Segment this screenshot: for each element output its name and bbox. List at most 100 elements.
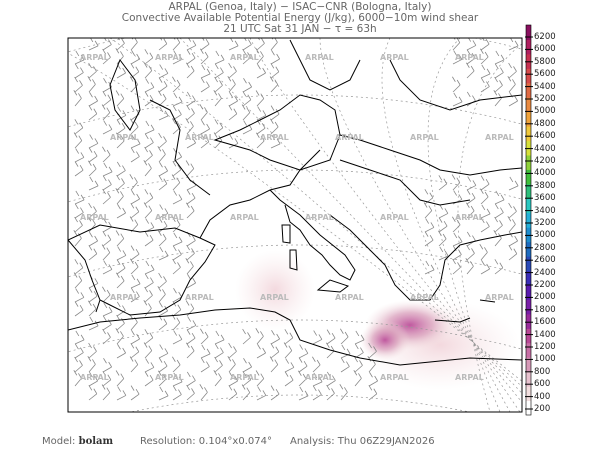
wind-barb	[101, 244, 111, 261]
wind-barb	[102, 120, 113, 135]
wind-barb	[200, 48, 209, 65]
wind-barb	[508, 38, 519, 51]
watermark-text: ARPAL	[155, 53, 184, 62]
wind-barb	[255, 48, 264, 65]
wind-barb	[116, 161, 126, 177]
colorbar-tick-label: 4400	[534, 143, 556, 154]
wind-barb	[88, 105, 98, 121]
wind-barb	[269, 356, 279, 373]
wind-barb	[102, 146, 111, 163]
watermark-text: ARPAL	[410, 133, 439, 142]
wind-barb	[466, 189, 476, 205]
watermark-text: ARPAL	[305, 213, 334, 222]
wind-barb	[102, 188, 111, 205]
wind-barb	[130, 258, 139, 275]
wind-barb	[200, 120, 210, 135]
wind-barb	[158, 162, 168, 177]
colorbar-swatch	[526, 97, 531, 113]
coastlines-borders	[68, 39, 522, 366]
wind-barb	[228, 372, 238, 387]
meridian	[109, 38, 522, 387]
header-institutions: ARPAL (Genoa, Italy) − ISAC−CNR (Bologna…	[168, 1, 432, 13]
wind-barb	[88, 202, 97, 219]
watermark-text: ARPAL	[230, 373, 259, 382]
wind-barb	[130, 343, 140, 359]
wind-barb	[73, 90, 82, 107]
wind-barb	[172, 385, 182, 401]
wind-barb	[508, 62, 517, 79]
wind-barb	[228, 62, 237, 79]
wind-barb	[102, 260, 113, 275]
model-info: Model: bolam	[42, 436, 113, 447]
wind-barb	[186, 189, 196, 205]
wind-barb	[172, 148, 182, 163]
watermark-text: ARPAL	[455, 213, 484, 222]
wind-barb	[465, 258, 474, 275]
meridian	[457, 43, 522, 412]
wind-barb	[466, 231, 476, 247]
wind-barb	[339, 384, 348, 401]
wind-barb	[158, 302, 168, 317]
wind-barb	[256, 386, 267, 401]
wind-barb	[186, 342, 195, 359]
wind-barb	[508, 202, 517, 219]
wind-barb	[466, 49, 476, 65]
watermark-text: ARPAL	[155, 373, 184, 382]
wind-barb	[172, 232, 183, 247]
wind-barb	[115, 328, 124, 345]
wind-barb	[144, 120, 155, 135]
wind-barb	[172, 372, 183, 387]
wind-barb	[256, 119, 266, 135]
wind-barb	[130, 38, 138, 51]
wind-barb	[129, 174, 138, 191]
wind-barb	[129, 216, 139, 233]
wind-barb	[73, 132, 83, 149]
wind-barb	[130, 105, 140, 121]
watermark-text: ARPAL	[230, 53, 259, 62]
wind-barb	[200, 357, 210, 373]
colorbar-swatch	[526, 227, 531, 243]
wind-barb	[158, 272, 167, 289]
wind-barb	[242, 358, 252, 373]
watermark-text: ARPAL	[155, 213, 184, 222]
wind-barb	[74, 161, 84, 177]
wind-barb	[256, 106, 267, 121]
wind-barb	[88, 38, 99, 51]
colorbar	[525, 24, 533, 416]
wind-barb	[186, 316, 197, 331]
wind-barb	[87, 76, 96, 93]
wind-barb	[116, 386, 127, 401]
wind-barb	[88, 160, 97, 177]
wind-barb	[452, 216, 461, 233]
colorbar-swatch	[526, 299, 531, 315]
wind-barb	[186, 244, 195, 261]
colorbar-tick-label: 2000	[534, 292, 556, 303]
wind-barb	[368, 372, 378, 387]
wind-barb	[144, 49, 154, 65]
colorbar-swatch	[526, 256, 531, 272]
wind-barb	[480, 188, 489, 205]
wind-barb	[158, 204, 169, 219]
colorbar-swatch	[526, 313, 531, 329]
colorbar-tick-label: 4000	[534, 168, 556, 179]
model-name: bolam	[78, 436, 114, 447]
wind-barb	[185, 300, 195, 317]
wind-barb	[116, 204, 126, 219]
wind-barb	[116, 344, 126, 359]
wind-barb	[74, 63, 84, 79]
wind-barb	[129, 314, 138, 331]
watermark-text: ARPAL	[485, 293, 514, 302]
wind-barb	[186, 104, 195, 121]
wind-barb	[466, 38, 477, 51]
wind-barb	[480, 260, 490, 275]
wind-barb	[116, 38, 125, 51]
wind-barb	[438, 230, 447, 247]
wind-barb	[157, 286, 166, 303]
wind-barb	[74, 76, 83, 93]
wind-barb	[186, 134, 196, 149]
wind-barb	[171, 174, 181, 191]
colorbar-tick-label: 3200	[534, 218, 556, 228]
colorbar-tick-label: 1400	[534, 329, 556, 340]
wind-barb	[312, 356, 321, 373]
colorbar-tick-label: 1600	[534, 317, 556, 328]
